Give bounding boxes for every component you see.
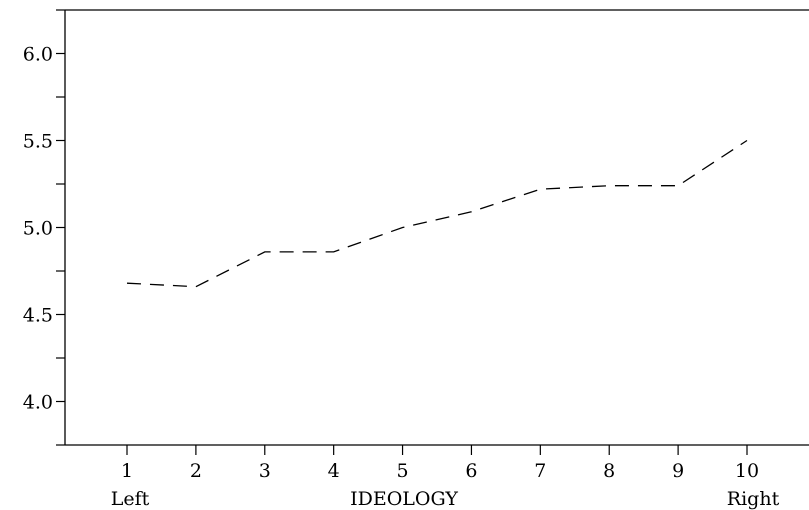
axes	[64, 9, 809, 446]
x-axis-label: IDEOLOGY	[350, 488, 458, 510]
y-axis-ticks: 4.0 4.5 5.0 5.5 6.0	[23, 9, 65, 446]
x-left-end-label: Left	[111, 488, 150, 510]
x-right-end-label: Right	[727, 488, 780, 510]
y-tick-label: 5.0	[23, 218, 53, 240]
x-tick-label: 4	[328, 460, 340, 482]
x-tick-label: 1	[121, 460, 133, 482]
x-tick-label: 3	[259, 460, 271, 482]
x-tick-label: 8	[603, 460, 615, 482]
y-tick-label: 5.5	[23, 131, 53, 153]
series-line	[126, 139, 748, 288]
x-tick-label: 6	[465, 460, 477, 482]
y-tick-label: 4.5	[23, 305, 53, 327]
x-tick-label: 9	[672, 460, 684, 482]
x-tick-label: 2	[190, 460, 202, 482]
x-axis-ticks: 1 2 3 4 5 6 7 8 9 10	[121, 445, 759, 482]
y-tick-label: 4.0	[23, 392, 53, 414]
plot-area	[126, 139, 748, 288]
x-tick-label: 5	[397, 460, 409, 482]
x-tick-label: 10	[735, 460, 759, 482]
x-tick-label: 7	[534, 460, 546, 482]
y-tick-label: 6.0	[23, 44, 53, 66]
